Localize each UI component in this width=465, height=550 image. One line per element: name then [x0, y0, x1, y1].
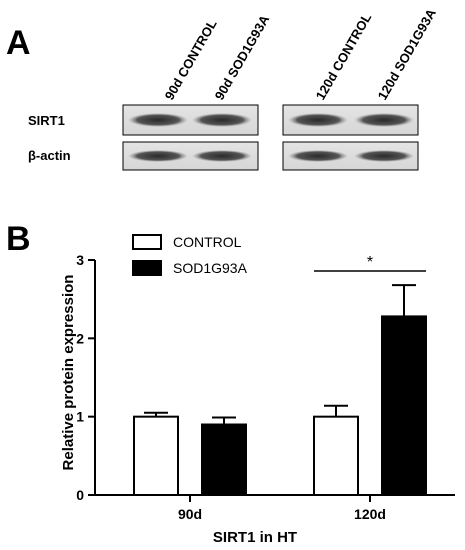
- band-sirt1-120d-control: [288, 113, 348, 127]
- band-actin-90d-control: [128, 150, 188, 162]
- blot-row-label-sirt1: SIRT1: [28, 113, 65, 128]
- x-tick-label-1: 120d: [354, 506, 386, 522]
- y-tick-label-2: 2: [76, 330, 84, 346]
- lane-label-3: 120d CONTROL: [313, 11, 375, 103]
- band-actin-120d-sod1g93a: [354, 150, 414, 162]
- blot-lane-labels: 90d CONTROL 90d SOD1G93A 120d CONTROL 12…: [162, 6, 440, 103]
- lane-label-2: 90d SOD1G93A: [212, 12, 273, 103]
- band-sirt1-90d-sod1g93a: [192, 113, 252, 127]
- panel-a-label: A: [6, 24, 31, 62]
- blot-row-label-beta-actin: β-actin: [28, 148, 71, 163]
- y-tick-label-0: 0: [76, 487, 84, 503]
- y-tick-label-3: 3: [76, 252, 84, 268]
- band-sirt1-90d-control: [128, 113, 188, 127]
- legend-label-sod1g93a: SOD1G93A: [173, 260, 248, 276]
- legend-label-control: CONTROL: [173, 234, 242, 250]
- y-tick-label-1: 1: [76, 409, 84, 425]
- lane-label-4: 120d SOD1G93A: [375, 6, 440, 103]
- x-tick-label-0: 90d: [178, 506, 202, 522]
- bar-sod1g93a-90d: [201, 423, 247, 496]
- band-actin-120d-control: [288, 150, 348, 162]
- legend-swatch-control: [132, 234, 162, 250]
- band-actin-90d-sod1g93a: [192, 150, 252, 162]
- legend-swatch-sod1g93a: [132, 260, 162, 276]
- bar-chart: 0 1 2 3 90d 120d SIRT1 in HT Relative protein e…: [60, 234, 455, 546]
- blot-sirt1-row: [122, 104, 419, 136]
- x-axis-title: SIRT1 in HT: [213, 529, 297, 546]
- bar-sod1g93a-120d: [381, 315, 427, 496]
- band-sirt1-120d-sod1g93a: [354, 113, 414, 127]
- bar-control-120d: [313, 415, 359, 496]
- bar-control-90d: [133, 415, 179, 496]
- blot-beta-actin-row: [122, 141, 419, 171]
- y-axis-title: Relative protein expression: [60, 275, 77, 471]
- lane-label-1: 90d CONTROL: [162, 17, 220, 103]
- significance-marker-0: *: [367, 254, 373, 271]
- panel-b-label: B: [6, 220, 31, 258]
